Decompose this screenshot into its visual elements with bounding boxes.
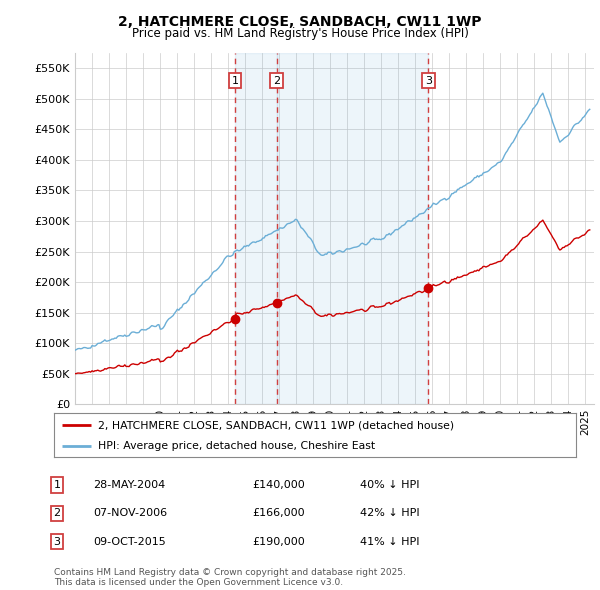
Text: HPI: Average price, detached house, Cheshire East: HPI: Average price, detached house, Ches… [98, 441, 376, 451]
Text: 42% ↓ HPI: 42% ↓ HPI [360, 509, 419, 518]
Text: Contains HM Land Registry data © Crown copyright and database right 2025.
This d: Contains HM Land Registry data © Crown c… [54, 568, 406, 587]
Text: 3: 3 [53, 537, 61, 546]
Bar [235, 53, 277, 404]
Text: 2: 2 [53, 509, 61, 518]
Text: Price paid vs. HM Land Registry's House Price Index (HPI): Price paid vs. HM Land Registry's House … [131, 27, 469, 40]
Text: 09-OCT-2015: 09-OCT-2015 [93, 537, 166, 546]
Text: 1: 1 [232, 76, 239, 86]
Text: 2, HATCHMERE CLOSE, SANDBACH, CW11 1WP: 2, HATCHMERE CLOSE, SANDBACH, CW11 1WP [118, 15, 482, 29]
Text: 2: 2 [273, 76, 280, 86]
Text: 28-MAY-2004: 28-MAY-2004 [93, 480, 165, 490]
Text: £140,000: £140,000 [252, 480, 305, 490]
Text: 3: 3 [425, 76, 432, 86]
Text: 1: 1 [53, 480, 61, 490]
Text: 2, HATCHMERE CLOSE, SANDBACH, CW11 1WP (detached house): 2, HATCHMERE CLOSE, SANDBACH, CW11 1WP (… [98, 421, 454, 430]
Text: 07-NOV-2006: 07-NOV-2006 [93, 509, 167, 518]
Text: £190,000: £190,000 [252, 537, 305, 546]
Bar [277, 53, 428, 404]
Text: 40% ↓ HPI: 40% ↓ HPI [360, 480, 419, 490]
Text: £166,000: £166,000 [252, 509, 305, 518]
Text: 41% ↓ HPI: 41% ↓ HPI [360, 537, 419, 546]
